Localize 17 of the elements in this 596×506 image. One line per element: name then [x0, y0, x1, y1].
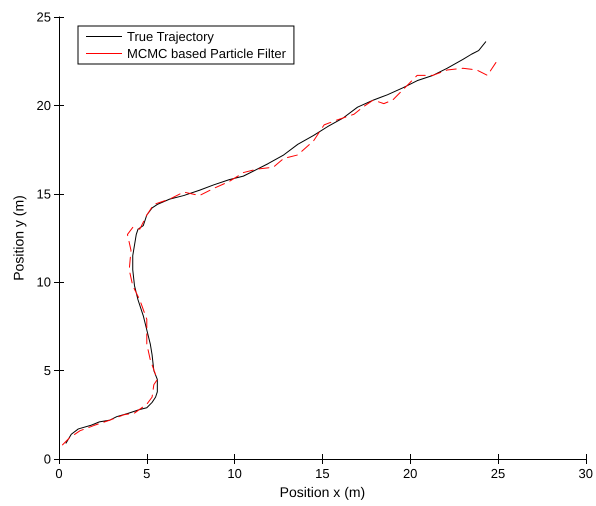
y-tick-label: 0	[44, 452, 51, 466]
x-axis-title: Position x (m)	[280, 484, 366, 500]
y-tick-label: 10	[36, 274, 51, 290]
y-tick-label: 5	[44, 363, 51, 378]
y-tick-label: 15	[36, 186, 51, 202]
x-tick-label: 20	[402, 466, 418, 481]
x-tick-label: 25	[490, 466, 506, 481]
y-tick-label: 20	[36, 98, 51, 113]
y-axis-title: Position y (m)	[10, 195, 27, 281]
x-tick-label: 30	[578, 466, 594, 481]
x-tick-label: 15	[315, 466, 330, 481]
legend-label: MCMC based Particle Filter	[127, 46, 287, 61]
x-tick-label: 10	[227, 466, 242, 481]
x-tick-label: 5	[143, 466, 150, 481]
y-tick-label: 25	[36, 10, 51, 24]
x-tick-label: 0	[55, 466, 63, 481]
legend-label: True Trajectory	[127, 29, 214, 44]
